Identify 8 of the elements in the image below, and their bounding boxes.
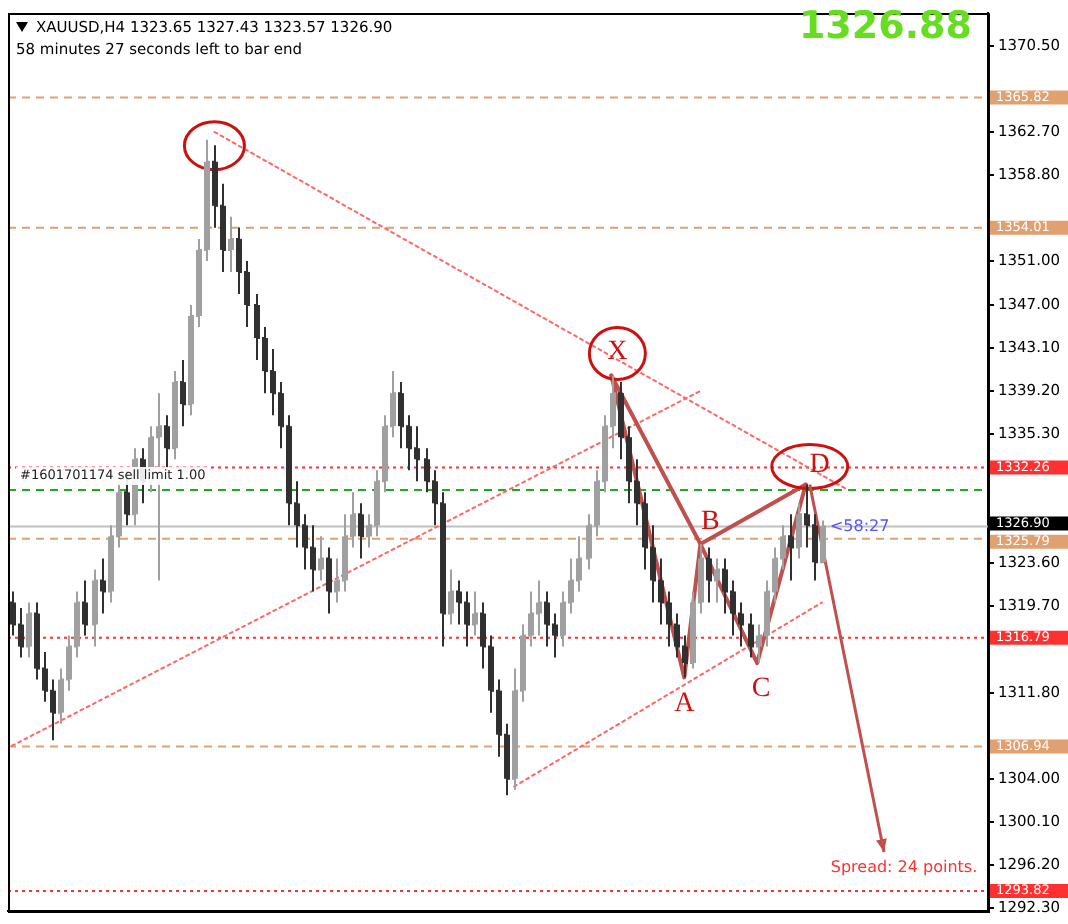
annotation: <58:27: [829, 516, 890, 535]
annotation: 1326.88: [798, 3, 972, 48]
annotation: C: [751, 674, 771, 705]
annotation: A: [674, 688, 697, 719]
annotation: D: [809, 449, 830, 480]
annotation: X: [607, 336, 628, 367]
annotation: B: [701, 507, 720, 538]
annotation: Spread: 24 points.: [830, 858, 978, 877]
